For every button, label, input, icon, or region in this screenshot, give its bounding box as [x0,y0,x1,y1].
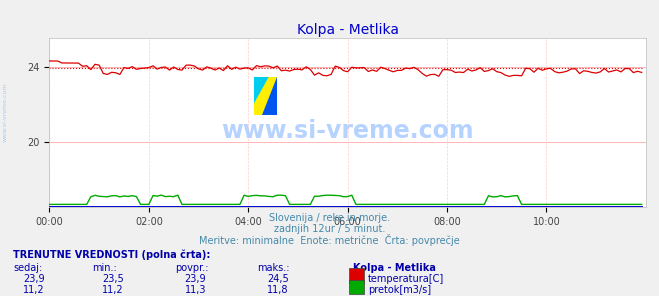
Title: Kolpa - Metlika: Kolpa - Metlika [297,23,399,37]
Text: 24,5: 24,5 [267,274,289,284]
Text: maks.:: maks.: [257,263,289,273]
Text: temperatura[C]: temperatura[C] [368,274,444,284]
Text: zadnjih 12ur / 5 minut.: zadnjih 12ur / 5 minut. [273,224,386,234]
Text: 23,5: 23,5 [102,274,124,284]
Text: 11,8: 11,8 [267,285,289,295]
Text: min.:: min.: [92,263,117,273]
Polygon shape [262,77,277,115]
Text: TRENUTNE VREDNOSTI (polna črta):: TRENUTNE VREDNOSTI (polna črta): [13,250,211,260]
Text: sedaj:: sedaj: [13,263,42,273]
Text: Kolpa - Metlika: Kolpa - Metlika [353,263,436,273]
Text: Meritve: minimalne  Enote: metrične  Črta: povprečje: Meritve: minimalne Enote: metrične Črta:… [199,234,460,246]
Text: 11,3: 11,3 [185,285,206,295]
Text: www.si-vreme.com: www.si-vreme.com [221,119,474,143]
Text: 11,2: 11,2 [23,285,45,295]
Text: 11,2: 11,2 [102,285,124,295]
Text: Slovenija / reke in morje.: Slovenija / reke in morje. [269,213,390,223]
Text: 23,9: 23,9 [23,274,45,284]
Text: 23,9: 23,9 [185,274,206,284]
Polygon shape [254,77,269,104]
Text: povpr.:: povpr.: [175,263,208,273]
Text: www.si-vreme.com: www.si-vreme.com [3,83,8,142]
Text: pretok[m3/s]: pretok[m3/s] [368,285,431,295]
